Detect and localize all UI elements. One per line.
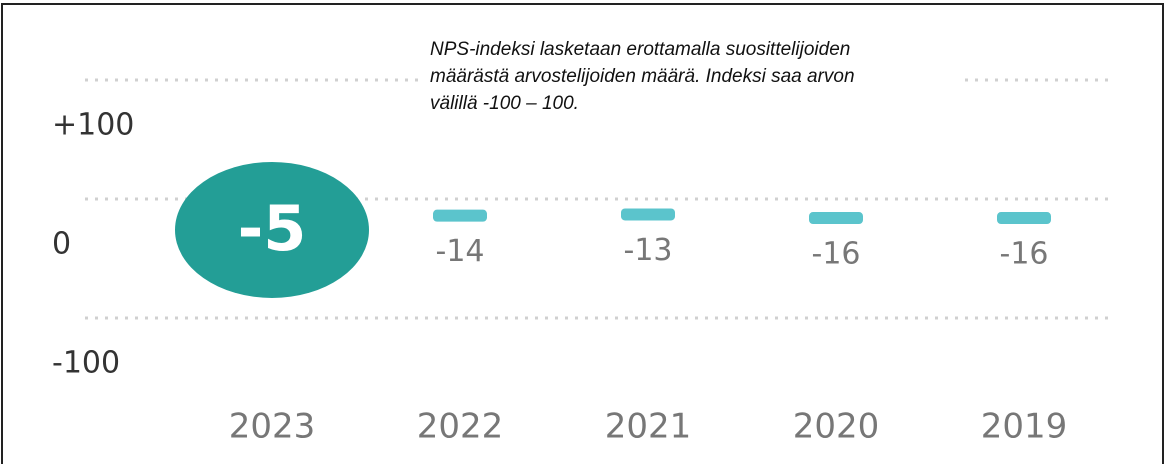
value-dash xyxy=(621,208,675,221)
value-dash xyxy=(809,212,863,225)
annotation: välillä -100 – 100. xyxy=(430,93,579,114)
x-tick-label: 2022 xyxy=(417,407,504,447)
current-value-bubble xyxy=(175,161,369,298)
annotation-bg xyxy=(420,34,960,126)
y-tick-label: 0 xyxy=(52,227,71,262)
y-tick-label: +100 xyxy=(52,108,134,143)
value-dash xyxy=(997,212,1051,225)
value-label: -16 xyxy=(1000,237,1049,272)
x-tick-label: 2021 xyxy=(605,407,692,447)
x-tick-label: 2023 xyxy=(229,407,316,447)
y-tick-label: -100 xyxy=(52,346,120,381)
annotation: määrästä arvostelijoiden määrä. Indeksi … xyxy=(430,66,855,87)
x-tick-label: 2019 xyxy=(981,407,1068,447)
value-label: -14 xyxy=(436,234,485,269)
x-tick-label: 2020 xyxy=(793,407,880,447)
value-label: -16 xyxy=(812,237,861,272)
value-label: -13 xyxy=(624,233,673,268)
value-dash xyxy=(433,209,487,222)
annotation: NPS-indeksi lasketaan erottamalla suosit… xyxy=(430,39,850,60)
current-value-label: -5 xyxy=(238,192,307,265)
